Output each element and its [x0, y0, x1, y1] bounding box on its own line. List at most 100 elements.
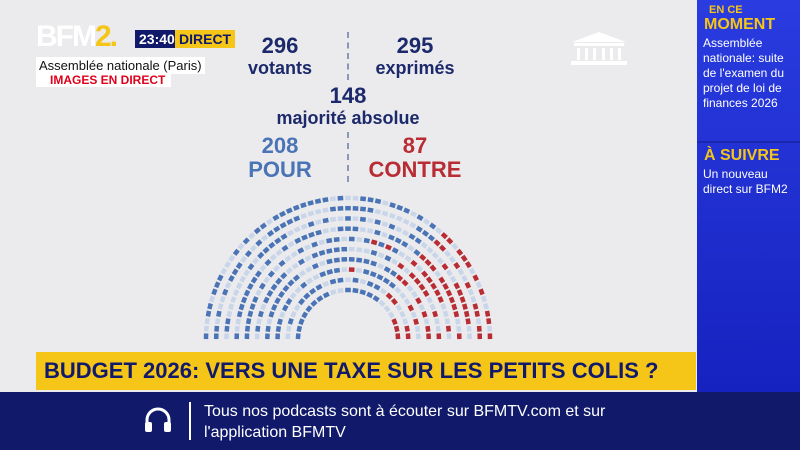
seat	[355, 267, 363, 274]
seat	[403, 298, 411, 306]
seat	[377, 263, 385, 270]
seat	[209, 295, 216, 303]
seat	[322, 197, 329, 203]
seat	[390, 298, 398, 306]
seat	[271, 303, 278, 311]
seat	[461, 303, 468, 311]
seat	[289, 292, 297, 300]
seat	[287, 318, 294, 325]
seat	[356, 247, 363, 253]
seat	[301, 311, 309, 319]
seat	[377, 252, 385, 259]
seat	[433, 239, 441, 247]
seat	[410, 259, 418, 267]
seat	[415, 264, 424, 273]
seat	[249, 244, 258, 252]
seat	[247, 310, 254, 318]
seat	[453, 262, 461, 270]
seat	[395, 226, 403, 233]
seat	[399, 292, 407, 300]
seat	[277, 318, 283, 326]
seat	[475, 281, 482, 289]
seat	[434, 289, 441, 297]
seat	[257, 251, 265, 259]
seat	[474, 310, 480, 318]
seat	[309, 287, 317, 295]
seat	[406, 284, 414, 293]
seat	[366, 280, 374, 288]
seat	[268, 310, 275, 318]
seat	[291, 262, 299, 270]
seat	[254, 270, 262, 278]
seat	[352, 277, 359, 283]
seat	[478, 288, 485, 296]
seat	[330, 227, 337, 233]
seat	[273, 225, 281, 233]
seat	[252, 296, 259, 304]
seat	[270, 283, 278, 291]
seat	[395, 274, 404, 282]
seat	[404, 255, 412, 263]
seat	[445, 325, 452, 332]
seat	[422, 289, 430, 298]
seat	[329, 196, 336, 202]
seat	[307, 200, 314, 206]
seat	[293, 304, 301, 312]
seat	[427, 234, 436, 242]
seat	[390, 258, 399, 266]
seat	[322, 217, 329, 224]
seat	[374, 219, 381, 225]
seat	[388, 281, 396, 289]
seat	[255, 325, 261, 332]
seat	[333, 247, 340, 253]
seat	[329, 289, 337, 296]
seat	[438, 276, 446, 284]
seat	[285, 207, 293, 214]
seat	[446, 237, 454, 245]
seat	[464, 261, 472, 269]
seat	[287, 279, 295, 287]
for-count: 208	[261, 133, 299, 158]
seat	[300, 281, 308, 289]
seat	[390, 270, 398, 277]
seat	[419, 253, 427, 261]
seat	[484, 310, 491, 317]
seat	[381, 210, 389, 217]
seat	[245, 318, 252, 325]
seat	[384, 244, 392, 251]
seat	[307, 210, 315, 217]
clock: 23:40	[135, 30, 179, 48]
seat	[394, 286, 402, 294]
seat	[211, 288, 218, 296]
seat	[363, 237, 370, 244]
seat	[300, 212, 308, 219]
seat	[279, 311, 286, 319]
seat	[214, 318, 221, 325]
seat	[387, 311, 395, 319]
seat	[329, 206, 337, 212]
seat	[435, 227, 443, 235]
seat	[434, 318, 440, 325]
seat	[304, 255, 312, 262]
seat	[316, 295, 324, 303]
seat	[274, 297, 281, 305]
seat	[445, 269, 453, 277]
seat	[275, 325, 282, 333]
seat	[228, 254, 236, 262]
seat	[449, 275, 457, 283]
seat	[461, 274, 468, 283]
seat	[468, 267, 476, 275]
seat	[231, 268, 239, 276]
seat	[294, 286, 302, 294]
seat	[407, 304, 415, 312]
seat	[285, 298, 293, 306]
seat	[284, 255, 292, 263]
seat	[281, 304, 289, 312]
next-heading: À SUIVRE	[704, 147, 780, 164]
seat	[257, 310, 264, 318]
seat	[219, 295, 226, 303]
seat	[247, 263, 255, 271]
seat	[322, 207, 329, 213]
seat	[466, 325, 472, 332]
seat	[286, 218, 294, 225]
